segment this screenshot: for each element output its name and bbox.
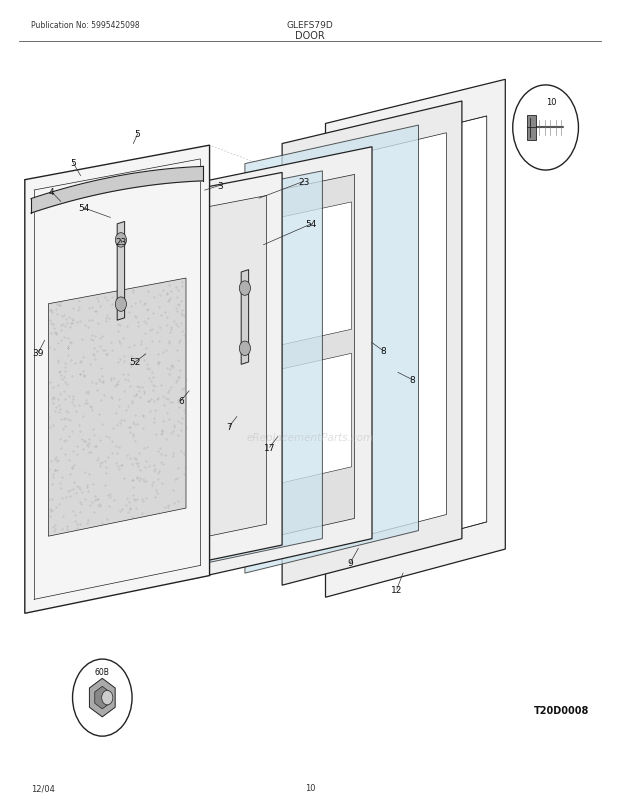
Polygon shape	[282, 102, 462, 585]
Text: 7: 7	[226, 422, 232, 431]
Polygon shape	[344, 117, 487, 561]
Text: 52: 52	[130, 358, 141, 367]
Text: 54: 54	[78, 204, 89, 213]
Polygon shape	[89, 678, 115, 717]
Circle shape	[102, 691, 113, 705]
Circle shape	[239, 342, 250, 356]
Polygon shape	[213, 203, 352, 361]
Polygon shape	[25, 146, 210, 614]
Text: DOOR: DOOR	[295, 31, 325, 41]
Polygon shape	[158, 172, 322, 573]
Circle shape	[115, 233, 126, 248]
Text: GLEFS79D: GLEFS79D	[286, 21, 334, 30]
Polygon shape	[192, 148, 372, 579]
Circle shape	[239, 282, 250, 296]
Text: 4: 4	[48, 188, 55, 197]
Polygon shape	[210, 175, 355, 551]
Text: 17: 17	[264, 443, 275, 452]
Text: 23: 23	[115, 237, 126, 247]
Circle shape	[115, 298, 126, 312]
Text: 54: 54	[306, 220, 317, 229]
Polygon shape	[48, 278, 186, 537]
Text: T20D0008: T20D0008	[534, 705, 589, 715]
Polygon shape	[213, 354, 352, 499]
Polygon shape	[95, 687, 110, 709]
Polygon shape	[245, 126, 418, 573]
Text: 8: 8	[380, 346, 386, 356]
Text: 10: 10	[305, 784, 315, 792]
Polygon shape	[298, 134, 446, 553]
Text: eReplacementParts.com: eReplacementParts.com	[246, 432, 374, 442]
Circle shape	[513, 86, 578, 171]
Polygon shape	[119, 173, 282, 579]
Text: 12: 12	[391, 585, 402, 594]
Text: 23: 23	[298, 177, 309, 187]
Polygon shape	[527, 115, 536, 141]
Polygon shape	[117, 222, 125, 321]
Text: 3: 3	[217, 181, 223, 191]
Text: 8: 8	[409, 375, 415, 385]
Polygon shape	[241, 270, 249, 365]
Text: 10: 10	[547, 98, 557, 107]
Polygon shape	[326, 80, 505, 597]
Text: 6: 6	[178, 396, 184, 406]
Text: 12/04: 12/04	[31, 784, 55, 792]
Polygon shape	[135, 196, 267, 552]
Text: 60B: 60B	[95, 666, 110, 676]
Text: 9: 9	[347, 558, 353, 568]
Text: 5: 5	[70, 159, 76, 168]
Text: 5: 5	[135, 130, 141, 140]
Circle shape	[73, 659, 132, 736]
Text: 39: 39	[33, 348, 44, 358]
Text: Publication No: 5995425098: Publication No: 5995425098	[31, 21, 140, 30]
